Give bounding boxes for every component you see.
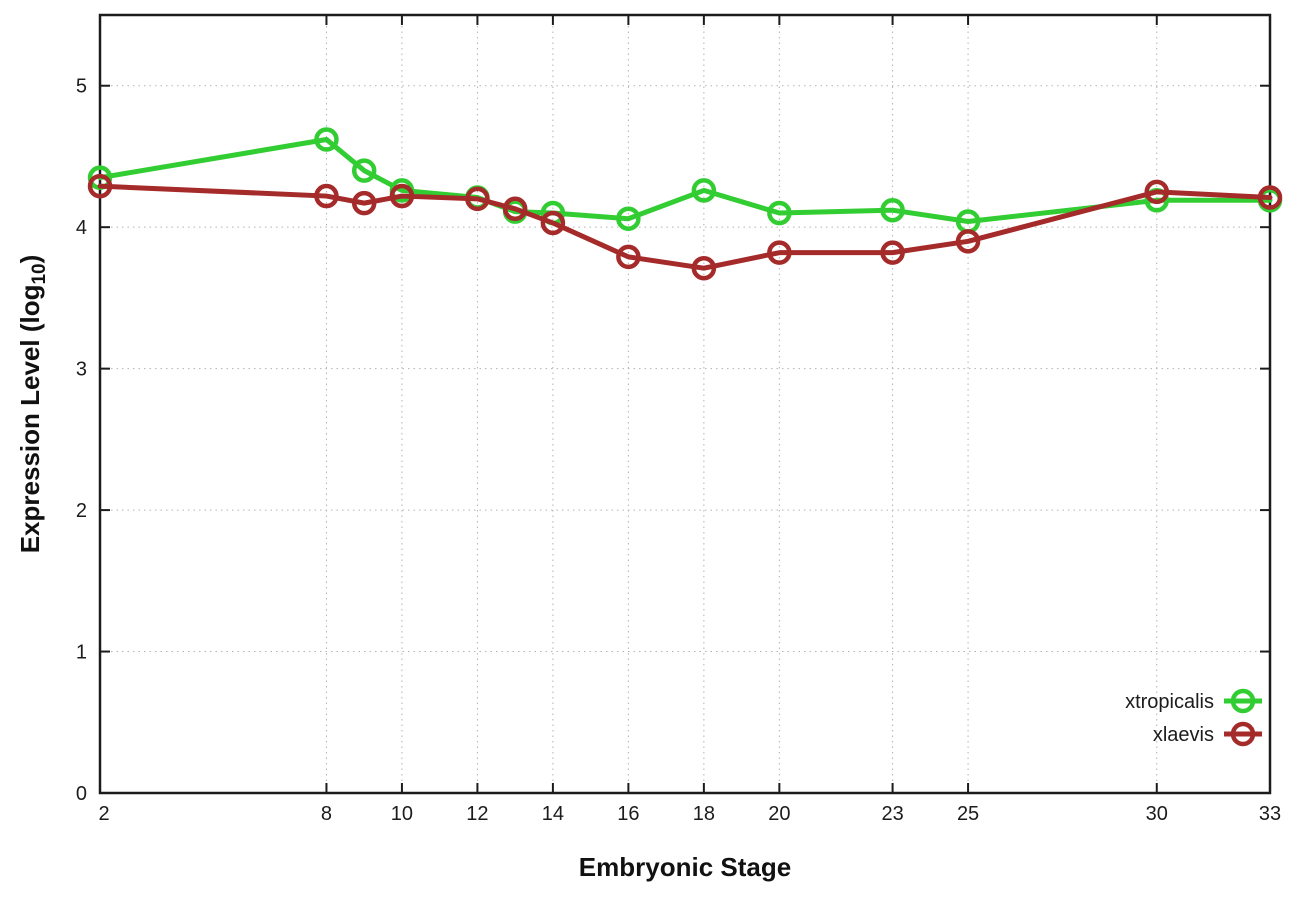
y-tick-label-3: 3 — [76, 359, 87, 381]
x-tick-label-2: 2 — [98, 803, 109, 825]
y-tick-label-0: 0 — [76, 783, 87, 805]
data-point-xlaevis-14 — [540, 210, 566, 236]
y-tick-label-4: 4 — [76, 217, 87, 239]
legend-marker-xlaevis — [1230, 721, 1256, 747]
data-point-xlaevis-12 — [465, 186, 490, 212]
data-point-xtropicalis-16 — [616, 206, 641, 231]
legend-entry-xlaevis: xlaevis — [1153, 721, 1262, 747]
y-tick-label-5: 5 — [76, 76, 87, 98]
data-point-xlaevis-10 — [389, 183, 415, 209]
data-point-xtropicalis-9 — [351, 158, 377, 183]
x-tick-label-16: 16 — [617, 803, 639, 825]
legend-entry-xtropicalis: xtropicalis — [1125, 688, 1262, 714]
series-xtropicalis — [87, 127, 1283, 234]
x-tick-label-14: 14 — [542, 803, 564, 825]
plot-border — [98, 13, 1272, 795]
data-point-xlaevis-25 — [955, 229, 981, 254]
data-point-xlaevis-23 — [880, 240, 905, 265]
y-axis-title: Expression Level (log10) — [15, 255, 51, 554]
data-point-xlaevis-8 — [314, 183, 339, 209]
x-tick-label-12: 12 — [466, 803, 488, 825]
y-axis-title-text: Expression Level (log — [15, 284, 45, 554]
series-line-xtropicalis — [97, 136, 1273, 225]
x-tick-label-25: 25 — [957, 803, 979, 825]
x-tick-label-33: 33 — [1259, 803, 1281, 825]
legend-label-xtropicalis: xtropicalis — [1125, 691, 1214, 713]
x-tick-label-8: 8 — [321, 803, 332, 825]
data-point-xlaevis-18 — [691, 255, 717, 281]
data-point-xtropicalis-8 — [314, 127, 339, 152]
legend-marker-xtropicalis — [1230, 688, 1256, 714]
y-axis-title-close: ) — [15, 254, 45, 264]
data-point-xlaevis-2 — [87, 173, 113, 199]
data-point-xtropicalis-18 — [691, 178, 717, 203]
data-point-xlaevis-33 — [1257, 185, 1283, 210]
y-axis-title-subscript: 10 — [29, 263, 50, 285]
data-point-xtropicalis-20 — [767, 200, 792, 226]
x-tick-label-20: 20 — [768, 803, 790, 825]
data-point-xlaevis-30 — [1144, 179, 1170, 205]
y-tick-label-1: 1 — [76, 642, 87, 664]
x-tick-label-10: 10 — [391, 803, 413, 825]
data-point-xtropicalis-23 — [880, 197, 905, 223]
series-line-xlaevis — [97, 183, 1273, 271]
data-point-xlaevis-20 — [767, 240, 792, 265]
x-axis-title: Embryonic Stage — [578, 852, 792, 882]
x-tick-label-23: 23 — [881, 803, 903, 825]
gridlines — [100, 15, 1270, 793]
data-point-xlaevis-9 — [351, 190, 377, 216]
y-tick-label-2: 2 — [76, 500, 87, 522]
legend: xtropicalis xlaevis — [1125, 688, 1262, 747]
series-xlaevis — [87, 173, 1283, 281]
x-tick-label-18: 18 — [693, 803, 715, 825]
legend-label-xlaevis: xlaevis — [1153, 724, 1214, 746]
data-point-xlaevis-16 — [616, 244, 641, 270]
data-point-xlaevis-13 — [502, 196, 528, 222]
x-tick-label-30: 30 — [1146, 803, 1168, 825]
